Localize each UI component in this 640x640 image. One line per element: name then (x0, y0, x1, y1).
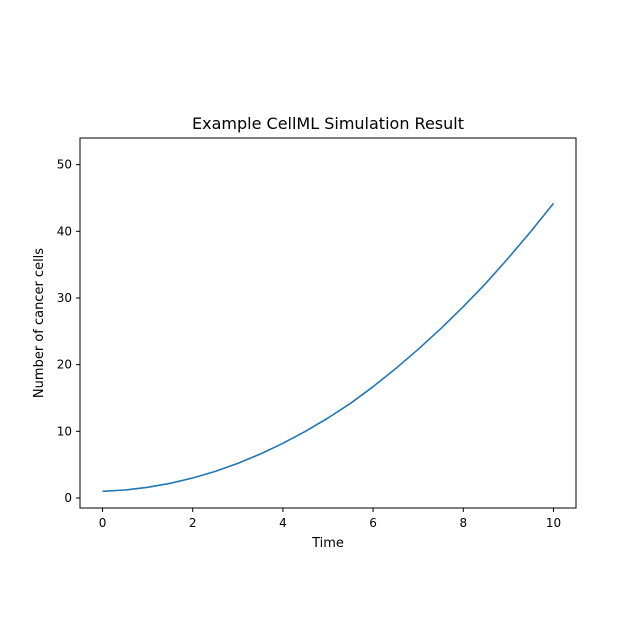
x-axis: 0 2 4 6 8 10 (99, 508, 561, 530)
y-tick-label: 50 (57, 158, 72, 172)
series-line-0 (102, 202, 555, 493)
y-axis-label: Number of cancer cells (32, 248, 47, 398)
y-tick-label: 40 (57, 224, 72, 238)
y-tick-label: 20 (57, 358, 72, 372)
chart-title: Example CellML Simulation Result (192, 114, 464, 133)
series-layer (102, 202, 555, 493)
y-axis: 0 10 20 30 40 50 (57, 158, 80, 505)
x-tick-label: 0 (99, 516, 107, 530)
y-tick-label: 30 (57, 291, 72, 305)
x-axis-label: Time (311, 536, 344, 551)
x-tick-label: 8 (459, 516, 467, 530)
x-tick-label: 6 (369, 516, 377, 530)
x-tick-label: 2 (189, 516, 197, 530)
x-tick-label: 4 (279, 516, 287, 530)
y-tick-label: 0 (64, 491, 72, 505)
plot-area (79, 137, 577, 509)
x-tick-label: 10 (546, 516, 561, 530)
axes-frame (79, 137, 577, 509)
y-tick-label: 10 (57, 424, 72, 438)
